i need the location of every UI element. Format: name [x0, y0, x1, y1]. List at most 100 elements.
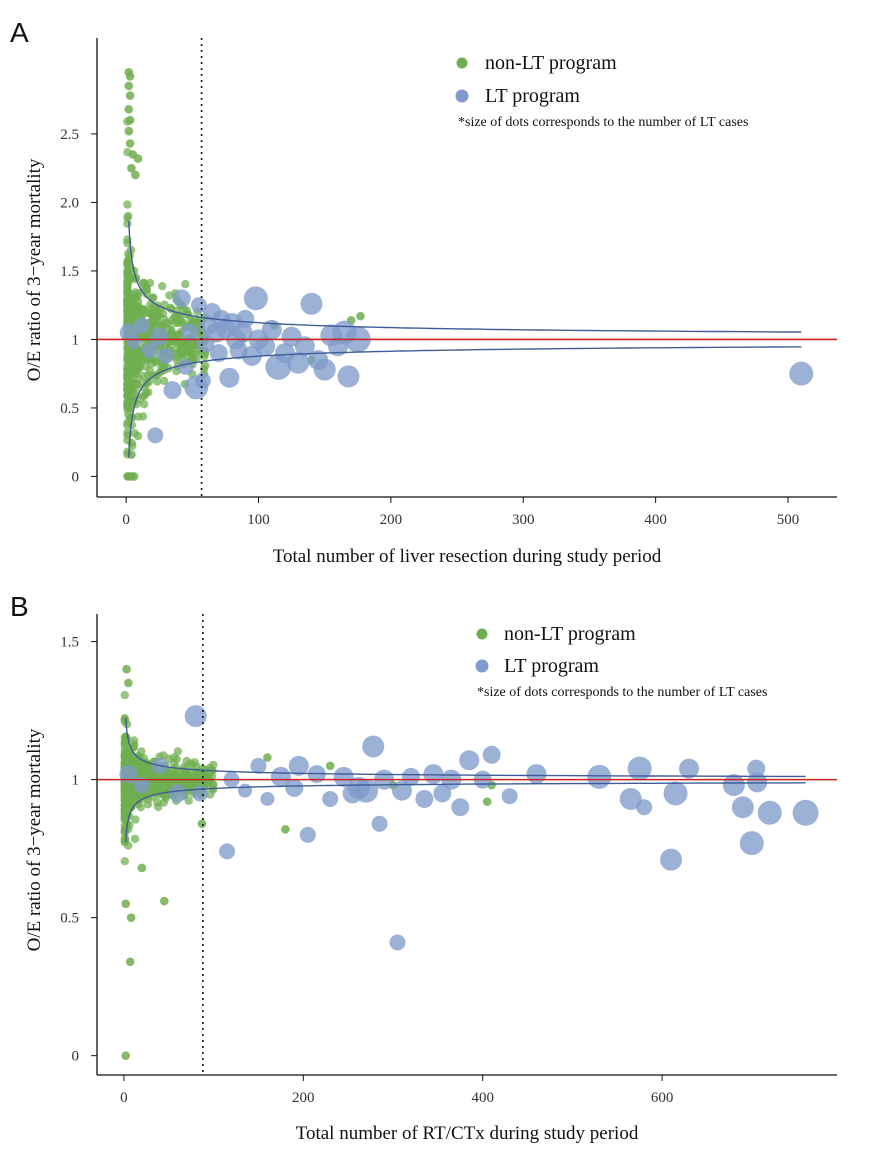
non-lt-cloud-point — [203, 773, 213, 782]
panel-a-lt-points — [119, 286, 814, 444]
non-lt-cloud-point — [209, 785, 218, 794]
non-lt-cloud-point — [125, 310, 135, 319]
non-lt-cloud-point — [120, 690, 129, 700]
non-lt-cloud-point — [173, 330, 183, 339]
lt-point — [177, 358, 194, 375]
lt-point — [250, 757, 267, 774]
panel-b-y-title: O/E ratio of 3−year mortality — [24, 728, 45, 951]
non-lt-cloud-point — [129, 736, 139, 745]
non-lt-cloud-point — [159, 376, 169, 386]
panel-a-y-title: O/E ratio of 3−year mortality — [24, 158, 45, 381]
lt-point — [451, 798, 470, 817]
x-tick-label: 100 — [247, 512, 270, 528]
lt-point — [236, 309, 255, 328]
non-lt-cloud-point — [158, 282, 167, 291]
non-lt-cloud-point — [182, 345, 191, 355]
lt-point — [287, 351, 310, 374]
lt-point — [255, 336, 276, 357]
lt-point — [192, 785, 209, 802]
non-lt-cloud-point — [130, 429, 139, 438]
non-lt-cloud-point — [193, 770, 203, 780]
lt-point — [757, 800, 782, 825]
non-lt-cloud-point — [123, 277, 132, 286]
lt-point — [731, 796, 754, 819]
lt-point — [147, 427, 164, 444]
lt-point — [401, 767, 420, 786]
x-tick-label: 400 — [471, 1090, 494, 1106]
y-tick-label: 0.5 — [60, 911, 79, 927]
lt-point — [362, 735, 385, 758]
x-tick-label: 200 — [380, 512, 403, 528]
non-lt-point — [125, 72, 135, 81]
lt-point — [789, 361, 814, 386]
panel-a-legend: non-LT program LT program *size of dots … — [455, 52, 748, 130]
y-tick-label: 1.5 — [60, 635, 79, 651]
panel-a-ticks: 0 100 200 300 400 500 0 0.5 1 1.5 2.0 2.5 — [60, 127, 799, 528]
non-lt-cloud-point — [153, 308, 162, 317]
lt-point — [172, 289, 191, 308]
x-tick-label: 400 — [644, 512, 667, 528]
panel-a-legend-non-lt-swatch — [456, 57, 468, 69]
lt-point — [119, 765, 138, 784]
non-lt-point — [133, 154, 143, 163]
non-lt-cloud-point — [190, 350, 199, 359]
lt-point — [501, 788, 518, 805]
lt-point — [232, 322, 253, 343]
lt-point — [288, 755, 309, 776]
panel-b-plot — [97, 614, 837, 1075]
lt-point — [663, 781, 688, 806]
non-lt-cloud-point — [173, 747, 183, 756]
panel-b-legend-lt-label: LT program — [504, 655, 599, 677]
non-lt-point — [129, 472, 139, 481]
non-lt-cloud-point — [123, 421, 132, 430]
lt-point — [260, 791, 275, 806]
lt-point — [219, 843, 236, 860]
x-tick-label: 0 — [122, 512, 130, 528]
lt-point — [270, 766, 291, 787]
lt-point — [587, 764, 612, 789]
non-lt-cloud-point — [142, 379, 151, 388]
non-lt-cloud-point — [123, 200, 132, 209]
funnel-upper-line — [128, 221, 802, 333]
panel-b-lt-points — [119, 705, 819, 951]
non-lt-cloud-point — [144, 388, 153, 397]
lt-point — [636, 799, 653, 816]
panel-a-legend-lt-swatch — [455, 89, 469, 103]
non-lt-cloud-point — [199, 364, 209, 373]
non-lt-point — [197, 819, 207, 829]
non-lt-cloud-point — [120, 786, 129, 796]
y-tick-label: 1.5 — [60, 264, 79, 280]
non-lt-point — [125, 91, 135, 100]
non-lt-cloud-point — [125, 366, 134, 375]
non-lt-cloud-point — [134, 309, 144, 319]
non-lt-cloud-point — [169, 759, 178, 768]
non-lt-point — [325, 761, 335, 771]
x-tick-label: 300 — [512, 512, 535, 528]
y-tick-label: 0 — [72, 1049, 80, 1065]
non-lt-cloud-point — [124, 211, 133, 221]
lt-point — [482, 745, 501, 764]
lt-point — [194, 372, 211, 389]
non-lt-cloud-point — [181, 280, 190, 289]
panel-a-plot — [97, 38, 837, 497]
non-lt-cloud-point — [123, 287, 132, 296]
panel-a: A 0 100 200 300 400 500 0 0.5 1 1.5 2.0 2.5 Total n… — [10, 17, 837, 567]
panel-b-ticks: 0 200 400 600 0 0.5 1 1.5 — [60, 635, 673, 1106]
lt-point — [627, 756, 652, 781]
lt-point — [679, 758, 699, 779]
non-lt-cloud-point — [135, 375, 144, 384]
non-lt-point — [124, 126, 134, 136]
non-lt-cloud-point — [159, 782, 169, 791]
non-lt-cloud-point — [120, 739, 129, 748]
lt-point — [371, 815, 388, 832]
non-lt-cloud-point — [153, 798, 162, 807]
non-lt-cloud-point — [170, 313, 179, 322]
non-lt-point — [121, 1051, 131, 1060]
non-lt-cloud-point — [130, 834, 140, 844]
non-lt-cloud-point — [142, 281, 151, 290]
non-lt-cloud-point — [134, 412, 143, 421]
panel-a-letter: A — [10, 17, 29, 48]
lt-point — [243, 286, 268, 311]
lt-point — [337, 365, 360, 388]
non-lt-point — [125, 139, 135, 148]
